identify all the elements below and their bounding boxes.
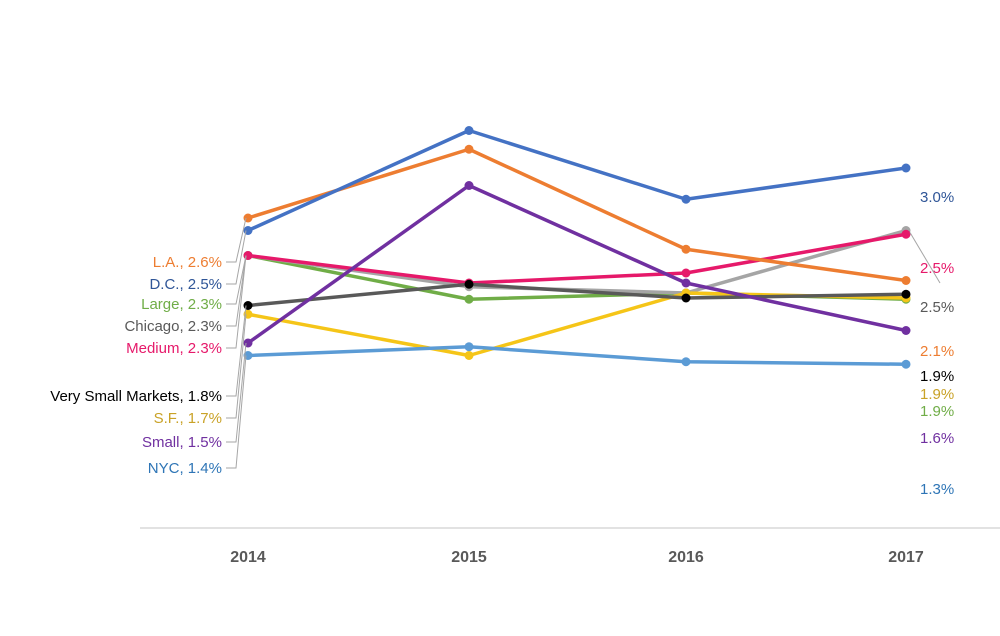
data-point-s-f-2015 bbox=[464, 351, 474, 360]
start-labels: D.C., 2.5% L.A., 2.6% Large, 2.3% Chicago, … bbox=[50, 217, 247, 477]
leader-line-large bbox=[226, 255, 247, 305]
start-label-medium: Medium, 2.3% bbox=[126, 340, 222, 357]
end-label-medium: 2.5% bbox=[920, 260, 954, 277]
data-point-very-small-markets-2016 bbox=[681, 293, 691, 303]
start-label-nyc: NYC, 1.4% bbox=[148, 460, 222, 477]
leader-line-l-a bbox=[226, 217, 247, 263]
end-label-chicago: 2.5% bbox=[920, 299, 954, 316]
data-point-large-2015 bbox=[464, 294, 474, 304]
series-line-small bbox=[246, 183, 907, 345]
series-line-medium bbox=[247, 232, 907, 285]
data-point-d-c-2014 bbox=[243, 226, 253, 235]
data-point-medium-2016 bbox=[681, 268, 691, 278]
leader-line-end-chicago bbox=[909, 232, 941, 284]
start-label-very-small-markets: Very Small Markets, 1.8% bbox=[50, 388, 222, 405]
leader-line-very-small-markets bbox=[226, 305, 247, 397]
x-tick-label-2015: 2015 bbox=[451, 549, 487, 566]
series-line-l-a bbox=[247, 147, 907, 283]
end-label-nyc: 1.3% bbox=[920, 481, 954, 498]
data-point-nyc-2017 bbox=[901, 359, 911, 369]
data-point-small-2016 bbox=[681, 278, 691, 288]
data-point-small-2014 bbox=[243, 338, 253, 348]
start-label-large: Large, 2.3% bbox=[141, 296, 222, 313]
start-label-s-f: S.F., 1.7% bbox=[154, 410, 222, 427]
series-line-nyc bbox=[247, 345, 907, 366]
series-line-chicago bbox=[247, 228, 907, 295]
start-label-d-c: D.C., 2.5% bbox=[149, 276, 222, 293]
x-tick-label-2014: 2014 bbox=[230, 549, 266, 566]
leader-line-medium bbox=[226, 255, 247, 349]
leader-line-small bbox=[226, 342, 247, 443]
data-point-medium-2017 bbox=[901, 229, 911, 239]
end-labels: 3.0%2.1%1.9%2.5%2.5%1.9%1.9%1.6%1.3% bbox=[909, 189, 954, 498]
data-point-d-c-2016 bbox=[681, 194, 691, 204]
start-label-chicago: Chicago, 2.3% bbox=[124, 318, 222, 335]
data-point-l-a-2017 bbox=[901, 276, 911, 285]
end-label-very-small-markets: 1.9% bbox=[920, 368, 954, 385]
start-label-l-a: L.A., 2.6% bbox=[153, 254, 222, 271]
data-point-very-small-markets-2015 bbox=[464, 279, 474, 289]
data-point-l-a-2015 bbox=[464, 144, 474, 154]
leader-line-chicago bbox=[226, 255, 247, 327]
data-point-small-2017 bbox=[901, 326, 911, 335]
x-tick-label-2016: 2016 bbox=[668, 549, 704, 566]
series-line-d-c bbox=[247, 128, 907, 233]
leader-line-nyc bbox=[226, 355, 247, 469]
data-point-very-small-markets-2017 bbox=[901, 289, 911, 299]
data-point-l-a-2016 bbox=[681, 244, 691, 254]
end-label-small: 1.6% bbox=[920, 430, 954, 447]
data-point-very-small-markets-2014 bbox=[243, 301, 253, 310]
end-label-d-c: 3.0% bbox=[920, 189, 954, 206]
data-point-d-c-2017 bbox=[901, 163, 911, 173]
x-tick-labels: 2014 2015 2016 2017 bbox=[230, 549, 924, 566]
data-point-nyc-2016 bbox=[681, 357, 691, 367]
end-label-l-a: 2.1% bbox=[920, 343, 954, 360]
data-point-nyc-2015 bbox=[464, 342, 474, 352]
end-label-large: 1.9% bbox=[920, 403, 954, 420]
end-label-s-f: 1.9% bbox=[920, 386, 954, 403]
data-point-d-c-2015 bbox=[464, 126, 474, 135]
leader-line-d-c bbox=[226, 230, 247, 285]
series-line-very-small-markets bbox=[247, 282, 907, 308]
leader-line-s-f bbox=[226, 314, 247, 419]
data-point-small-2015 bbox=[464, 181, 474, 190]
series-line-s-f bbox=[247, 291, 907, 358]
start-label-small: Small, 1.5% bbox=[142, 434, 222, 451]
x-tick-label-2017: 2017 bbox=[888, 549, 924, 566]
series-lines bbox=[246, 128, 907, 366]
